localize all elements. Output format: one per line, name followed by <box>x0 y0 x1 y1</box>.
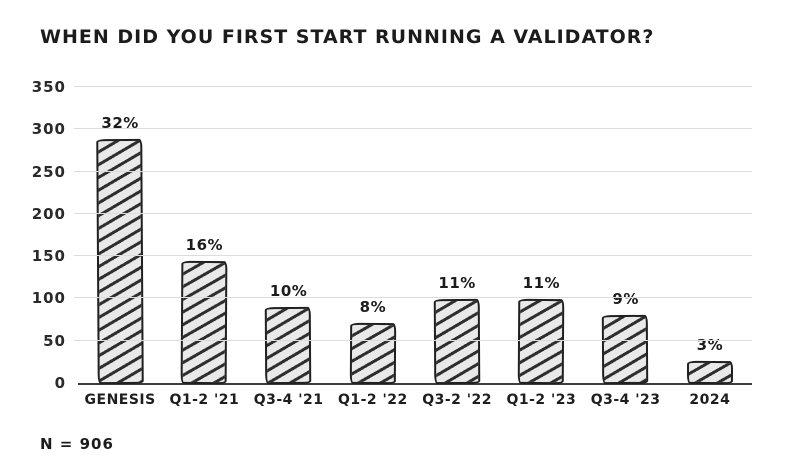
bar <box>265 306 313 385</box>
x-axis-category-label: 2024 <box>689 392 731 408</box>
x-axis: GENESIS Q1-2 '21 Q3-4 '21 Q1-2 '22 Q3-2 '22 Q… <box>78 392 752 408</box>
gridline <box>74 297 752 299</box>
page-title: WHEN DID YOU FIRST START RUNNING A VALID… <box>40 26 655 48</box>
bar-value-label: 9% <box>612 289 639 308</box>
bar <box>180 261 228 385</box>
bar-column: 8% <box>331 87 415 385</box>
x-axis-category-label: GENESIS <box>84 392 156 408</box>
x-axis-category-label: Q1-2 '21 <box>169 392 240 408</box>
bar <box>349 322 397 385</box>
gridline <box>74 128 752 130</box>
bar <box>686 361 734 385</box>
bar-value-label: 32% <box>101 113 139 132</box>
bar-value-label: 16% <box>185 236 224 255</box>
bar-column: 10% <box>247 87 331 385</box>
bar-value-label: 11% <box>522 274 561 293</box>
sample-size-note: N = 906 <box>40 435 114 453</box>
x-axis-category-label: Q3-2 '22 <box>422 392 493 408</box>
gridline <box>74 255 752 257</box>
bar-value-label: 8% <box>359 298 387 317</box>
y-axis-tick-label: 100 <box>31 289 66 308</box>
y-axis-tick-label: 250 <box>31 162 66 181</box>
bar <box>96 138 145 385</box>
x-axis-category-label: Q1-2 '23 <box>506 392 577 408</box>
bar <box>602 314 649 385</box>
y-axis-tick-label: 50 <box>43 331 66 350</box>
bar-column: 32% <box>78 87 162 385</box>
y-axis-tick-label: 0 <box>54 374 66 392</box>
gridline <box>74 212 752 214</box>
bar-value-label: 10% <box>269 282 308 301</box>
x-axis-category-label: Q3-4 '21 <box>253 392 324 408</box>
x-axis-category-label: Q3-4 '23 <box>590 392 661 408</box>
bar-column: 3% <box>668 87 752 385</box>
bar <box>433 299 481 385</box>
bar-column: 16% <box>162 87 246 385</box>
gridline <box>74 170 752 172</box>
bars-row: 32% 16% 10% 8% 11% 11% 9% 3% <box>78 87 752 385</box>
y-axis: 0 50 100 150 200 250 300 350 <box>20 78 70 392</box>
bar-value-label: 11% <box>438 274 476 293</box>
y-axis-tick-label: 200 <box>31 204 66 223</box>
bar-column: 11% <box>415 87 499 385</box>
gridline <box>74 339 752 341</box>
bar-column: 11% <box>499 87 583 385</box>
y-axis-tick-label: 150 <box>31 247 66 266</box>
bar <box>517 299 565 385</box>
y-axis-tick-label: 300 <box>31 120 66 139</box>
bar-column: 9% <box>584 87 668 385</box>
plot-area: 32% 16% 10% 8% 11% 11% 9% 3% <box>74 86 752 385</box>
x-axis-category-label: Q1-2 '22 <box>337 392 408 408</box>
y-axis-tick-label: 350 <box>31 78 66 96</box>
gridline <box>74 86 752 87</box>
